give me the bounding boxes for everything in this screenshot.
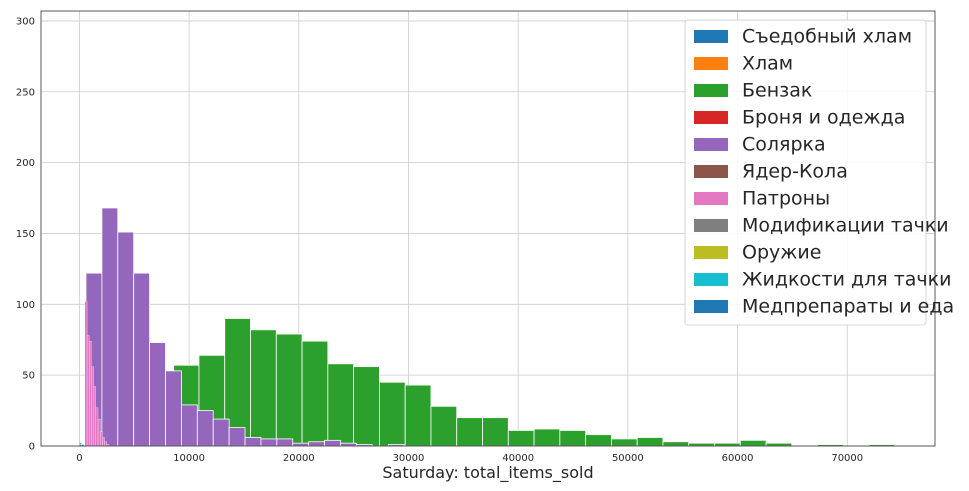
histogram-bar bbox=[353, 366, 380, 447]
histogram-bar bbox=[149, 342, 166, 447]
y-tick-label: 0 bbox=[29, 442, 35, 453]
histogram-bar bbox=[84, 301, 88, 447]
plot-frame bbox=[40, 10, 936, 447]
histogram-bar bbox=[228, 427, 246, 447]
legend-entry-label: Бензак bbox=[742, 80, 812, 102]
y-tick-label: 300 bbox=[16, 16, 35, 27]
legend-entry-label: Оружие bbox=[742, 242, 821, 264]
histogram-bar bbox=[181, 404, 198, 447]
histogram-bar bbox=[714, 442, 741, 447]
histogram-bar bbox=[104, 441, 107, 447]
y-axis-ticks: 0 50 100 150 200 250 300 bbox=[16, 16, 35, 452]
legend-entry-label: Броня и одежда bbox=[742, 107, 905, 129]
histogram-bar bbox=[117, 231, 135, 447]
histogram-bar bbox=[688, 442, 715, 447]
x-axis-label: Saturday: total_items_sold bbox=[382, 463, 593, 483]
legend-swatch bbox=[694, 84, 728, 97]
histogram-bar bbox=[260, 438, 278, 447]
histogram-bar bbox=[404, 384, 432, 447]
histogram-bar bbox=[165, 370, 182, 447]
histogram-bar bbox=[739, 439, 767, 447]
x-tick-label: 10000 bbox=[173, 453, 205, 464]
histogram-bar bbox=[101, 207, 119, 447]
series-7 bbox=[84, 301, 110, 447]
histogram-bar bbox=[585, 434, 612, 447]
legend-entry-label: Съедобный хлам bbox=[742, 26, 912, 48]
histogram-bar bbox=[340, 442, 357, 447]
legend-swatch bbox=[694, 246, 728, 259]
x-tick-label: 0 bbox=[76, 453, 82, 464]
histogram-bar bbox=[301, 340, 329, 447]
legend-entry-label: Модификации тачки bbox=[742, 215, 949, 237]
histogram-bar bbox=[482, 417, 509, 447]
legend-entry-label: Ядер-Кола bbox=[742, 161, 848, 183]
histogram-bar bbox=[244, 437, 262, 447]
legend-entry-label: Солярка bbox=[742, 134, 826, 156]
legend-entry-label: Медпрепараты и еда bbox=[742, 296, 954, 318]
histogram-bar bbox=[91, 366, 94, 447]
histogram-bar bbox=[102, 437, 105, 447]
histogram-bar bbox=[559, 430, 587, 447]
histogram-bar bbox=[662, 441, 690, 447]
histogram-bar bbox=[97, 418, 101, 447]
histogram-bar bbox=[308, 441, 325, 447]
histogram-bar bbox=[292, 442, 310, 447]
y-tick-label: 50 bbox=[22, 371, 35, 382]
x-tick-label: 50000 bbox=[612, 453, 644, 464]
histogram-bar bbox=[93, 386, 96, 447]
histogram-bar bbox=[275, 333, 303, 447]
histogram-bar bbox=[86, 335, 90, 447]
histogram-bar bbox=[636, 437, 664, 447]
histogram-bar bbox=[196, 410, 214, 447]
legend-frame bbox=[684, 19, 927, 326]
series-layer bbox=[79, 207, 896, 447]
histogram-bar bbox=[533, 428, 561, 447]
histogram-bar bbox=[611, 438, 638, 447]
histogram-bar bbox=[100, 431, 103, 447]
legend-swatch bbox=[694, 57, 728, 70]
legend-entry-label: Жидкости для тачки bbox=[742, 269, 951, 291]
legend-entry-label: Патроны bbox=[742, 188, 830, 210]
histogram-bar bbox=[430, 405, 458, 447]
histogram-bar bbox=[324, 439, 341, 447]
legend-swatch bbox=[694, 165, 728, 178]
legend-swatch bbox=[694, 30, 728, 43]
x-tick-label: 60000 bbox=[722, 453, 754, 464]
x-tick-label: 20000 bbox=[283, 453, 315, 464]
legend-swatch bbox=[694, 138, 728, 151]
histogram-bar bbox=[507, 430, 535, 447]
y-tick-label: 100 bbox=[16, 300, 35, 311]
legend-entry-label: Хлам bbox=[742, 53, 793, 75]
x-tick-label: 40000 bbox=[502, 453, 534, 464]
y-tick-label: 150 bbox=[16, 229, 35, 240]
legend-swatch bbox=[694, 300, 728, 313]
histogram-bar bbox=[95, 407, 99, 447]
histogram-bar bbox=[276, 438, 294, 447]
legend-swatch bbox=[694, 219, 728, 232]
x-tick-label: 70000 bbox=[831, 453, 863, 464]
histogram-bar bbox=[765, 442, 793, 447]
histogram-bar bbox=[456, 417, 483, 447]
y-tick-label: 250 bbox=[16, 87, 35, 98]
histogram-bar bbox=[379, 381, 406, 447]
legend-swatch bbox=[694, 273, 728, 286]
y-tick-label: 200 bbox=[16, 158, 35, 169]
x-tick-label: 30000 bbox=[393, 453, 425, 464]
histogram-bar bbox=[250, 329, 277, 447]
histogram-bar bbox=[89, 340, 92, 447]
histogram-bar bbox=[212, 418, 230, 447]
x-axis-ticks: 0 10000 20000 30000 40000 50000 60000 70000 bbox=[76, 453, 863, 464]
legend: Съедобный хлам Хлам Бензак Броня и одежда Со… bbox=[684, 19, 954, 326]
histogram-bar bbox=[327, 363, 355, 447]
histogram-bar bbox=[133, 272, 150, 447]
legend-swatch bbox=[694, 111, 728, 124]
legend-swatch bbox=[694, 192, 728, 205]
